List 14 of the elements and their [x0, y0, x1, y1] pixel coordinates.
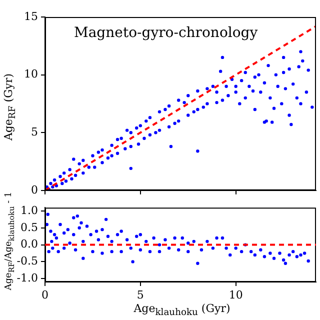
- text: Magneto-gyro-chronology: [74, 25, 258, 41]
- y-tick-label: -1.0: [16, 271, 38, 284]
- y-tick-label: 10: [24, 68, 38, 81]
- y-tick-label: 0.5: [20, 220, 38, 234]
- y-tick-label: 15: [24, 10, 38, 23]
- y-tick-label: 5: [31, 125, 38, 138]
- x-tick-label: 5: [136, 288, 144, 302]
- y-tick-label: 1.0: [20, 204, 38, 217]
- y-tick-label: 0: [31, 183, 38, 196]
- y-tick-label: -0.5: [16, 254, 38, 268]
- x-tick-label: 10: [228, 288, 243, 302]
- x-axis-title: Age$_{klauhoku}$ (Gyr): [134, 302, 230, 318]
- y-tick-label: 0.0: [20, 238, 38, 251]
- x-tick-label: 0: [42, 288, 48, 302]
